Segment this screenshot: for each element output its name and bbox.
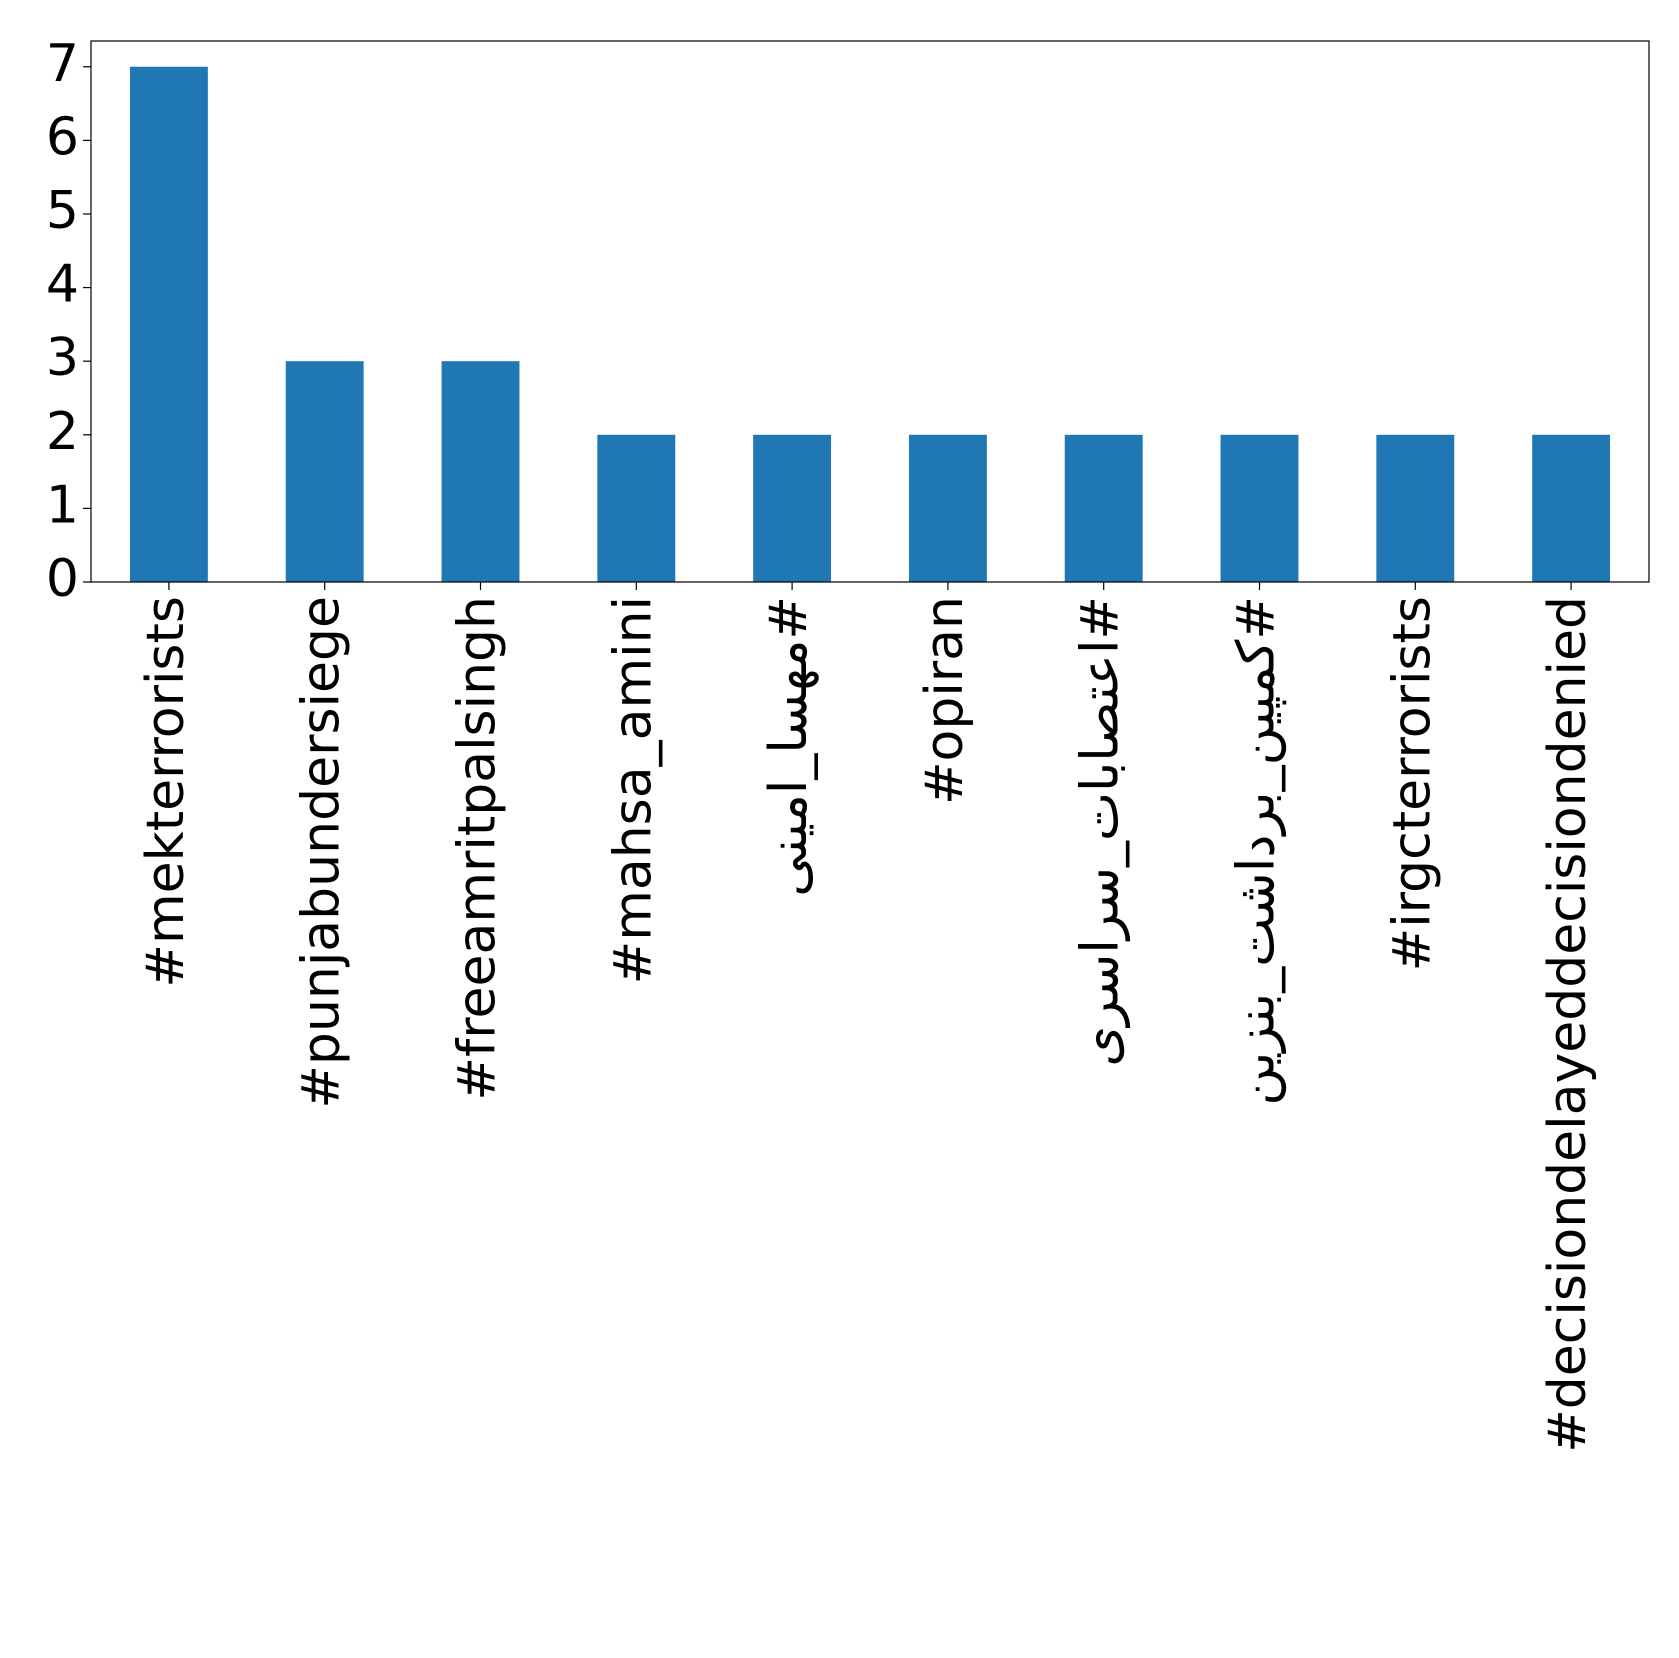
y-tick-label: 5: [46, 181, 79, 241]
bar: [1376, 434, 1455, 582]
x-tick-label: #opiran: [915, 596, 975, 805]
x-tick-label: #اعتصابات_سراسری: [1071, 596, 1131, 1067]
y-tick-label: 3: [46, 328, 79, 388]
x-tick-label: #مهسا_امینی: [759, 596, 819, 897]
x-tick-label: #mahsa_amini: [603, 596, 663, 984]
y-tick-label: 7: [46, 34, 79, 94]
y-tick-label: 6: [46, 107, 79, 167]
bar: [1220, 434, 1299, 582]
bar: [753, 434, 832, 582]
plot-frame: [90, 40, 1650, 583]
x-tick-label: #irgcterrorists: [1382, 596, 1442, 971]
bar: [441, 361, 520, 582]
bar: [1064, 434, 1143, 582]
bar: [285, 361, 364, 582]
y-tick-label: 4: [46, 255, 79, 315]
bar: [597, 434, 676, 582]
x-tick-label: #mekterrorists: [136, 596, 196, 988]
bar: [908, 434, 987, 582]
x-tick-label: #decisiondelayeddecisiondenied: [1538, 596, 1598, 1453]
x-tick-label: #freeamritpalsingh: [448, 596, 508, 1101]
y-tick-label: 0: [46, 549, 79, 609]
y-tick-label: 2: [46, 402, 79, 462]
x-tick-label: #punjabundersiege: [292, 596, 352, 1109]
y-tick-label: 1: [46, 475, 79, 535]
bar: [1532, 434, 1611, 582]
bar: [129, 66, 208, 582]
x-tick-label: #کمپین_برداشت_بنزین: [1227, 596, 1287, 1106]
